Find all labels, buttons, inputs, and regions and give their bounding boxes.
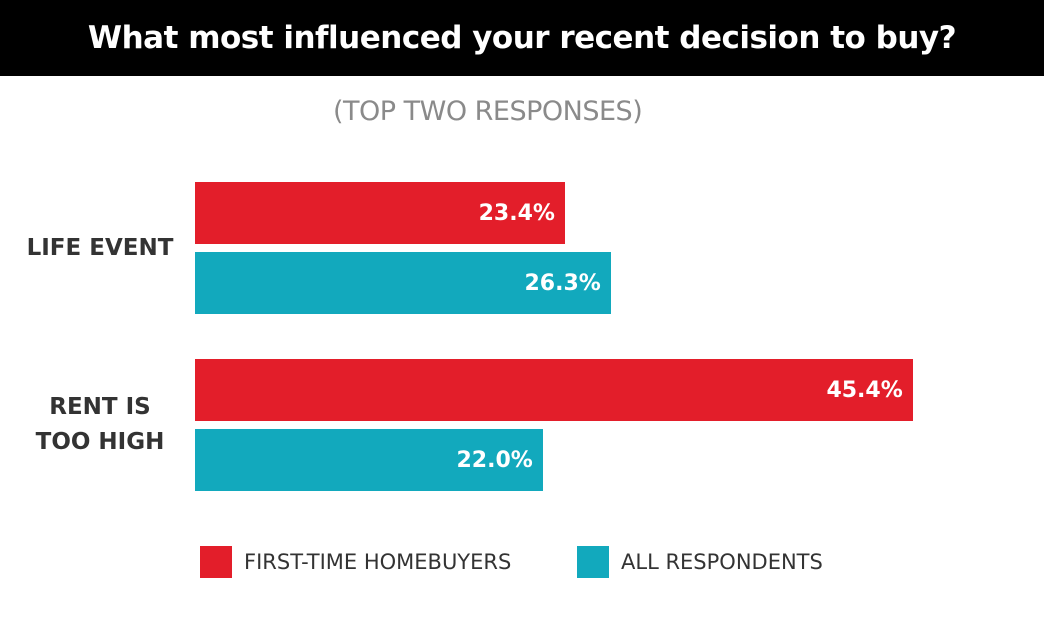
legend-swatch (577, 546, 609, 578)
bar: 22.0% (195, 429, 543, 491)
chart-subtitle: (TOP TWO RESPONSES) (333, 96, 643, 127)
legend-label: FIRST-TIME HOMEBUYERS (244, 550, 512, 574)
chart-title: What most influenced your recent decisio… (87, 20, 957, 56)
bar: 23.4% (195, 182, 565, 244)
bar: 45.4% (195, 359, 913, 421)
legend-label: ALL RESPONDENTS (621, 550, 823, 574)
bar: 26.3% (195, 252, 611, 314)
legend-item: ALL RESPONDENTS (577, 546, 823, 578)
data-label: 22.0% (456, 447, 533, 473)
data-label: 26.3% (524, 270, 601, 296)
title-bar: What most influenced your recent decisio… (0, 0, 1044, 76)
category-label: RENT IS TOO HIGH (35, 394, 165, 455)
data-label: 45.4% (826, 377, 903, 403)
data-label: 23.4% (478, 200, 555, 226)
legend-item: FIRST-TIME HOMEBUYERS (200, 546, 511, 578)
category-label: LIFE EVENT (26, 234, 174, 261)
legend-swatch (200, 546, 232, 578)
